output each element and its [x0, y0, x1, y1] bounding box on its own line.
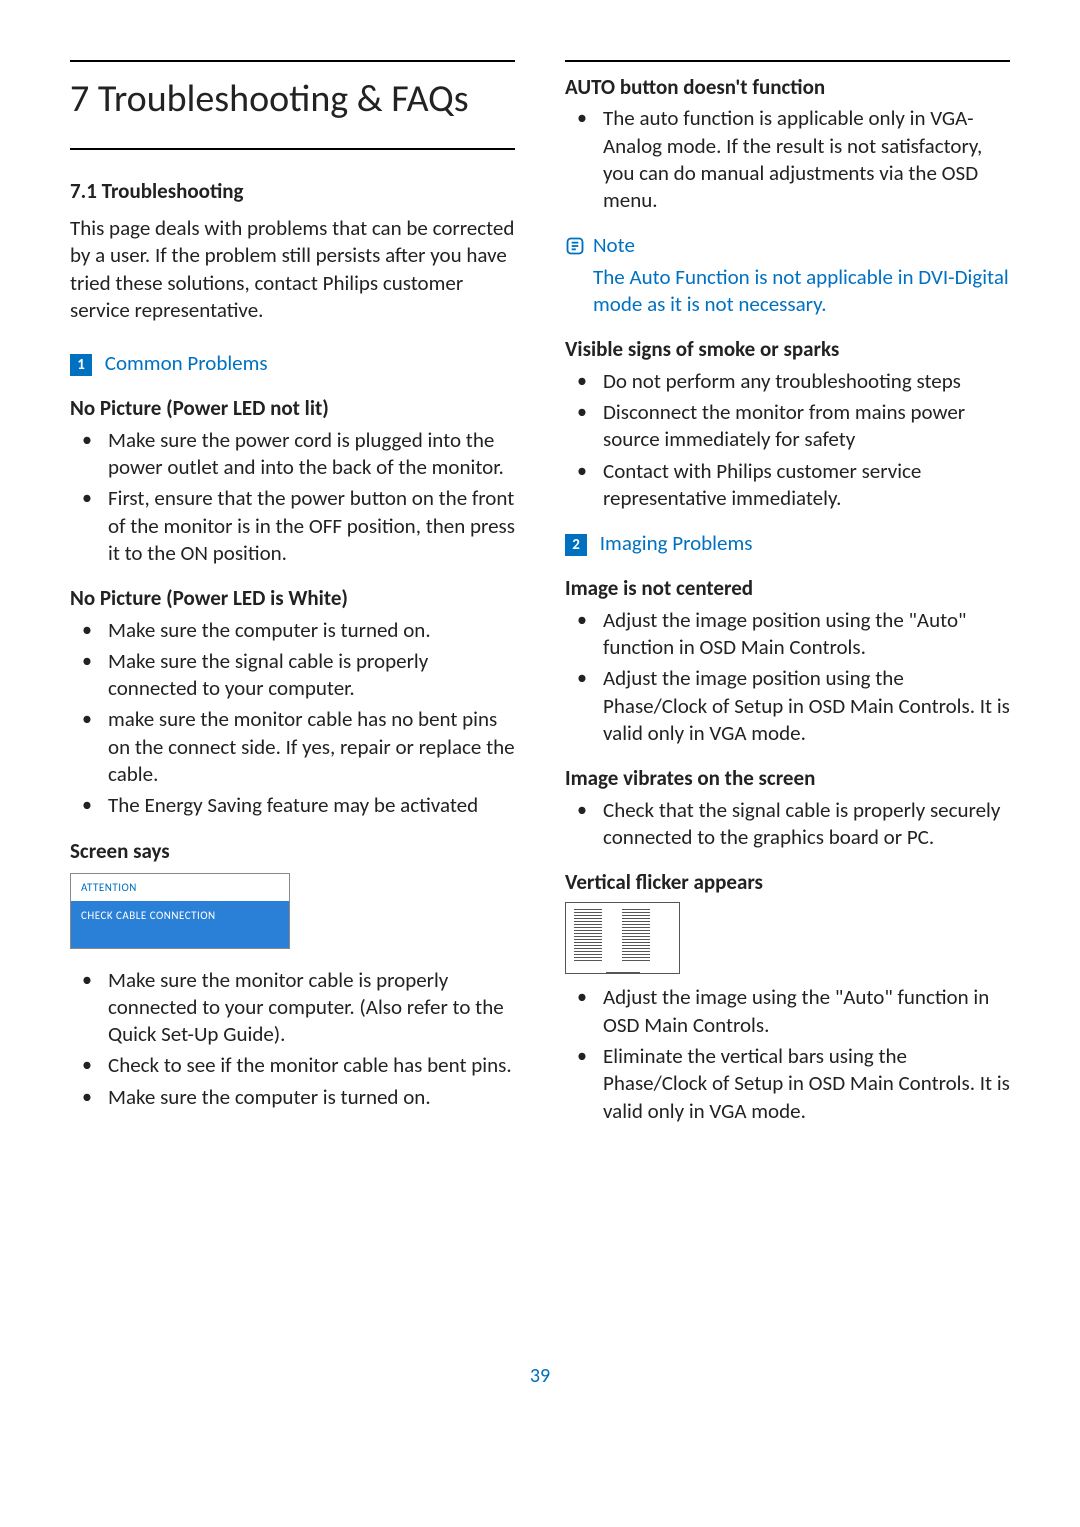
- list-item: Eliminate the vertical bars using the Ph…: [565, 1043, 1010, 1125]
- chapter-text: Troubleshooting & FAQs: [98, 76, 469, 122]
- note-body: The Auto Function is not applicable in D…: [565, 264, 1010, 319]
- imaging-problems-label: Imaging Problems: [600, 530, 753, 556]
- heading-vibrates: Image vibrates on the screen: [565, 765, 1010, 792]
- intro-text: This page deals with problems that can b…: [70, 215, 515, 324]
- note-label: Note: [593, 232, 635, 259]
- list-no-picture-white: Make sure the computer is turned on. Mak…: [70, 617, 515, 820]
- section-title: 7.1 Troubleshooting: [70, 178, 515, 205]
- list-not-centered: Adjust the image position using the "Aut…: [565, 607, 1010, 747]
- list-item: Do not perform any troubleshooting steps: [565, 368, 1010, 395]
- common-problems-label: Common Problems: [105, 350, 268, 376]
- heading-screen-says: Screen says: [70, 838, 515, 865]
- attention-message-box: ATTENTION CHECK CABLE CONNECTION: [70, 873, 290, 949]
- list-vertical-flicker: Adjust the image using the "Auto" functi…: [565, 984, 1010, 1124]
- list-smoke: Do not perform any troubleshooting steps…: [565, 368, 1010, 512]
- list-item: Make sure the computer is turned on.: [70, 1084, 515, 1111]
- list-item: Adjust the image using the "Auto" functi…: [565, 984, 1010, 1039]
- vertical-flicker-illustration: [565, 902, 680, 974]
- list-item: Make sure the computer is turned on.: [70, 617, 515, 644]
- list-item: Check that the signal cable is properly …: [565, 797, 1010, 852]
- heading-no-picture-not-lit: No Picture (Power LED not lit): [70, 395, 515, 422]
- chapter-title: 7 Troubleshooting & FAQs: [70, 60, 515, 150]
- page-number: 39: [70, 1363, 1010, 1389]
- list-item: make sure the monitor cable has no bent …: [70, 706, 515, 788]
- common-problems-heading: 1 Common Problems: [70, 350, 515, 377]
- list-item: The Energy Saving feature may be activat…: [70, 792, 515, 819]
- heading-smoke: Visible signs of smoke or sparks: [565, 336, 1010, 363]
- list-item: First, ensure that the power button on t…: [70, 485, 515, 567]
- note-icon: [565, 236, 585, 256]
- list-no-picture-not-lit: Make sure the power cord is plugged into…: [70, 427, 515, 567]
- attention-body: CHECK CABLE CONNECTION: [71, 901, 289, 947]
- list-auto-button: The auto function is applicable only in …: [565, 105, 1010, 214]
- list-item: Adjust the image position using the Phas…: [565, 665, 1010, 747]
- badge-2-icon: 2: [565, 534, 587, 556]
- list-item: Disconnect the monitor from mains power …: [565, 399, 1010, 454]
- badge-1-icon: 1: [70, 354, 92, 376]
- list-item: Adjust the image position using the "Aut…: [565, 607, 1010, 662]
- list-item: Check to see if the monitor cable has be…: [70, 1052, 515, 1079]
- chapter-number: 7: [70, 76, 89, 122]
- list-item: Contact with Philips customer service re…: [565, 458, 1010, 513]
- list-item: Make sure the monitor cable is properly …: [70, 967, 515, 1049]
- list-screen-says: Make sure the monitor cable is properly …: [70, 967, 515, 1111]
- heading-no-picture-white: No Picture (Power LED is White): [70, 585, 515, 612]
- list-vibrates: Check that the signal cable is properly …: [565, 797, 1010, 852]
- note-heading: Note: [565, 232, 1010, 259]
- imaging-problems-heading: 2 Imaging Problems: [565, 530, 1010, 557]
- list-item: Make sure the power cord is plugged into…: [70, 427, 515, 482]
- list-item: The auto function is applicable only in …: [565, 105, 1010, 214]
- list-item: Make sure the signal cable is properly c…: [70, 648, 515, 703]
- heading-auto-button: AUTO button doesn't function: [565, 74, 1010, 101]
- attention-title: ATTENTION: [71, 874, 289, 901]
- heading-vertical-flicker: Vertical flicker appears: [565, 869, 1010, 896]
- heading-not-centered: Image is not centered: [565, 575, 1010, 602]
